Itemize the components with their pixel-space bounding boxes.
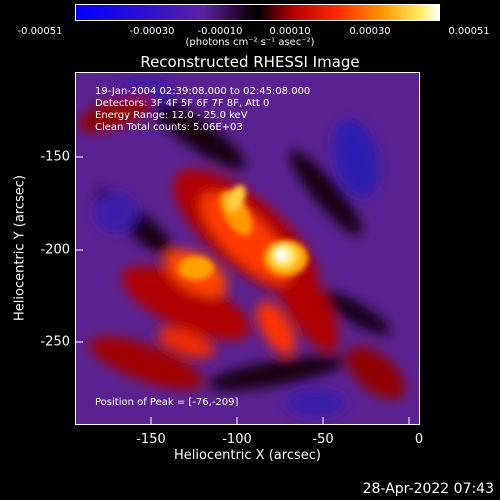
x-tick-label: 0 [414, 432, 424, 447]
y-tick-label: -250 [40, 334, 70, 350]
clean-counts-text: Clean Total counts: 5.06E+03 [95, 122, 243, 133]
y-tick-label: -200 [40, 242, 70, 258]
timestamp: 28-Apr-2022 07:43 [362, 481, 494, 497]
colorbar-tick: 0.00010 [269, 26, 311, 37]
colorbar [75, 4, 440, 21]
peak-position-text: Position of Peak = [-76,-209] [95, 397, 239, 408]
energy-range-text: Energy Range: 12.0 - 25.0 keV [95, 110, 248, 121]
colorbar-tick: 0.00030 [349, 26, 391, 37]
y-axis-label: Heliocentric Y (arcsec) [12, 175, 28, 321]
y-tick-label: -150 [40, 149, 70, 165]
x-tick-label: -50 [312, 432, 334, 447]
detectors-text: Detectors: 3F 4F 5F 6F 7F 8F, Att 0 [95, 98, 270, 109]
colorbar-units: (photons cm⁻² s⁻¹ asec⁻²) [185, 37, 315, 48]
colorbar-tick: -0.00030 [129, 26, 175, 37]
x-tick-label: -150 [136, 432, 166, 447]
rhessi-map [76, 73, 419, 424]
image-title: Reconstructed RHESSI Image [140, 53, 360, 71]
colorbar-tick: 0.00051 [448, 26, 490, 37]
x-tick-label: -100 [222, 432, 252, 447]
x-axis-label: Heliocentric X (arcsec) [174, 448, 321, 463]
time-range-text: 19-Jan-2004 02:39:08.000 to 02:45:08.000 [95, 86, 311, 97]
colorbar-tick: -0.00010 [197, 26, 243, 37]
rhessi-image [75, 72, 420, 425]
colorbar-tick: -0.00051 [17, 26, 63, 37]
